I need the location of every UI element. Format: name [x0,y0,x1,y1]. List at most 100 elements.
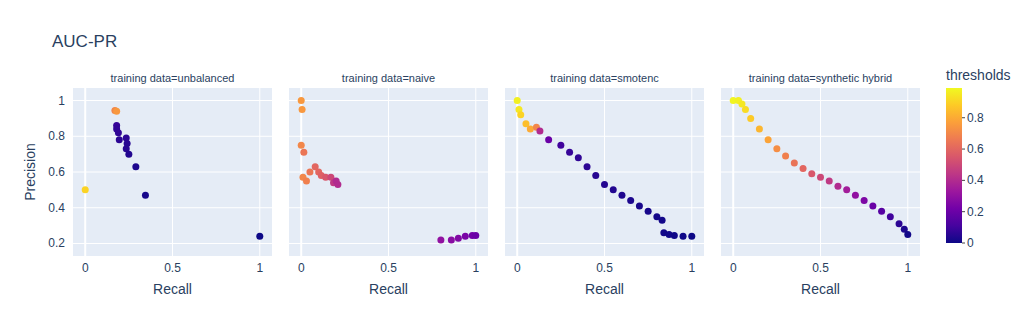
colorbar-tick [962,211,965,212]
point [514,97,521,104]
point [575,154,582,161]
colorbar-tick-label: 0.8 [967,111,984,125]
x-tick-label: 0.5 [164,261,181,275]
plot-area [505,88,704,256]
x-axis-label: Recall [801,281,840,297]
point [887,213,894,220]
point [843,186,850,193]
x-axis-label: Recall [585,281,624,297]
grid-line [259,88,260,256]
point [791,160,798,167]
point [688,233,695,240]
facet-title: training data=synthetic hybrid [749,72,892,84]
plot-area [73,88,272,256]
grid-line [475,88,476,256]
point [852,192,859,199]
point [448,236,455,243]
facet-title: training data=smotenc [550,72,659,84]
facet-title: training data=naive [342,72,435,84]
point [800,165,807,172]
point [472,232,479,239]
colorbar-tick [962,117,965,118]
point [826,177,833,184]
x-tick-label: 0.5 [596,261,613,275]
point [566,149,573,156]
grid-line [388,88,389,256]
x-tick-label: 1 [688,261,695,275]
grid-line [732,88,734,256]
point [437,236,444,243]
y-tick-label: 0.2 [48,236,65,250]
point [627,197,634,204]
grid-line [691,88,692,256]
point [298,97,305,104]
colorbar-tick-label: 0.2 [967,205,984,219]
point [517,111,524,118]
x-tick-label: 1 [472,261,479,275]
colorbar-tick [962,180,965,181]
point [878,208,885,215]
point [545,136,552,143]
point [904,231,911,238]
colorbar-tick-label: 0.4 [967,173,984,187]
y-tick-label: 0.6 [48,165,65,179]
point [659,217,666,224]
point [455,235,462,242]
point [817,174,824,181]
y-tick-label: 0.4 [48,201,65,215]
point [834,183,841,190]
point [132,163,139,170]
grid-line [300,88,302,256]
x-tick-label: 0 [298,261,305,275]
point [82,186,89,193]
point [300,149,307,156]
colorbar-title: thresholds [946,67,1011,83]
point [303,177,310,184]
point [756,126,763,133]
point [896,220,903,227]
point [869,202,876,209]
plot-area [289,88,488,256]
x-tick-label: 1 [904,261,911,275]
grid-line [172,88,173,256]
point [645,208,652,215]
point [536,127,543,134]
point [592,172,599,179]
point [256,233,263,240]
x-tick-label: 1 [256,261,263,275]
points [730,97,912,238]
point [601,181,608,188]
point [861,197,868,204]
plot-area [721,88,920,256]
points [298,97,480,243]
grid-line [84,88,86,256]
point [557,142,564,149]
point [636,202,643,209]
point [610,186,617,193]
grid-line [604,88,605,256]
point [334,181,341,188]
y-axis-label: Precision [22,143,38,201]
point [462,233,469,240]
colorbar-tick [962,149,965,150]
colorbar-tick-label: 0.6 [967,142,984,156]
chart: AUC-PR0.20.40.60.8100.51training data=un… [0,0,1024,324]
point [298,142,305,149]
point [125,151,132,158]
point [116,136,123,143]
x-axis-label: Recall [153,281,192,297]
point [747,115,754,122]
point [306,169,313,176]
point [618,192,625,199]
colorbar [946,88,962,243]
x-tick-label: 0 [514,261,521,275]
points [82,107,264,240]
x-tick-label: 0.5 [812,261,829,275]
y-tick-label: 0.8 [48,129,65,143]
grid-line [820,88,821,256]
point [808,170,815,177]
colorbar-tick [962,243,965,244]
points [514,97,696,240]
point [765,136,772,143]
facet-title: training data=unbalanced [111,72,235,84]
